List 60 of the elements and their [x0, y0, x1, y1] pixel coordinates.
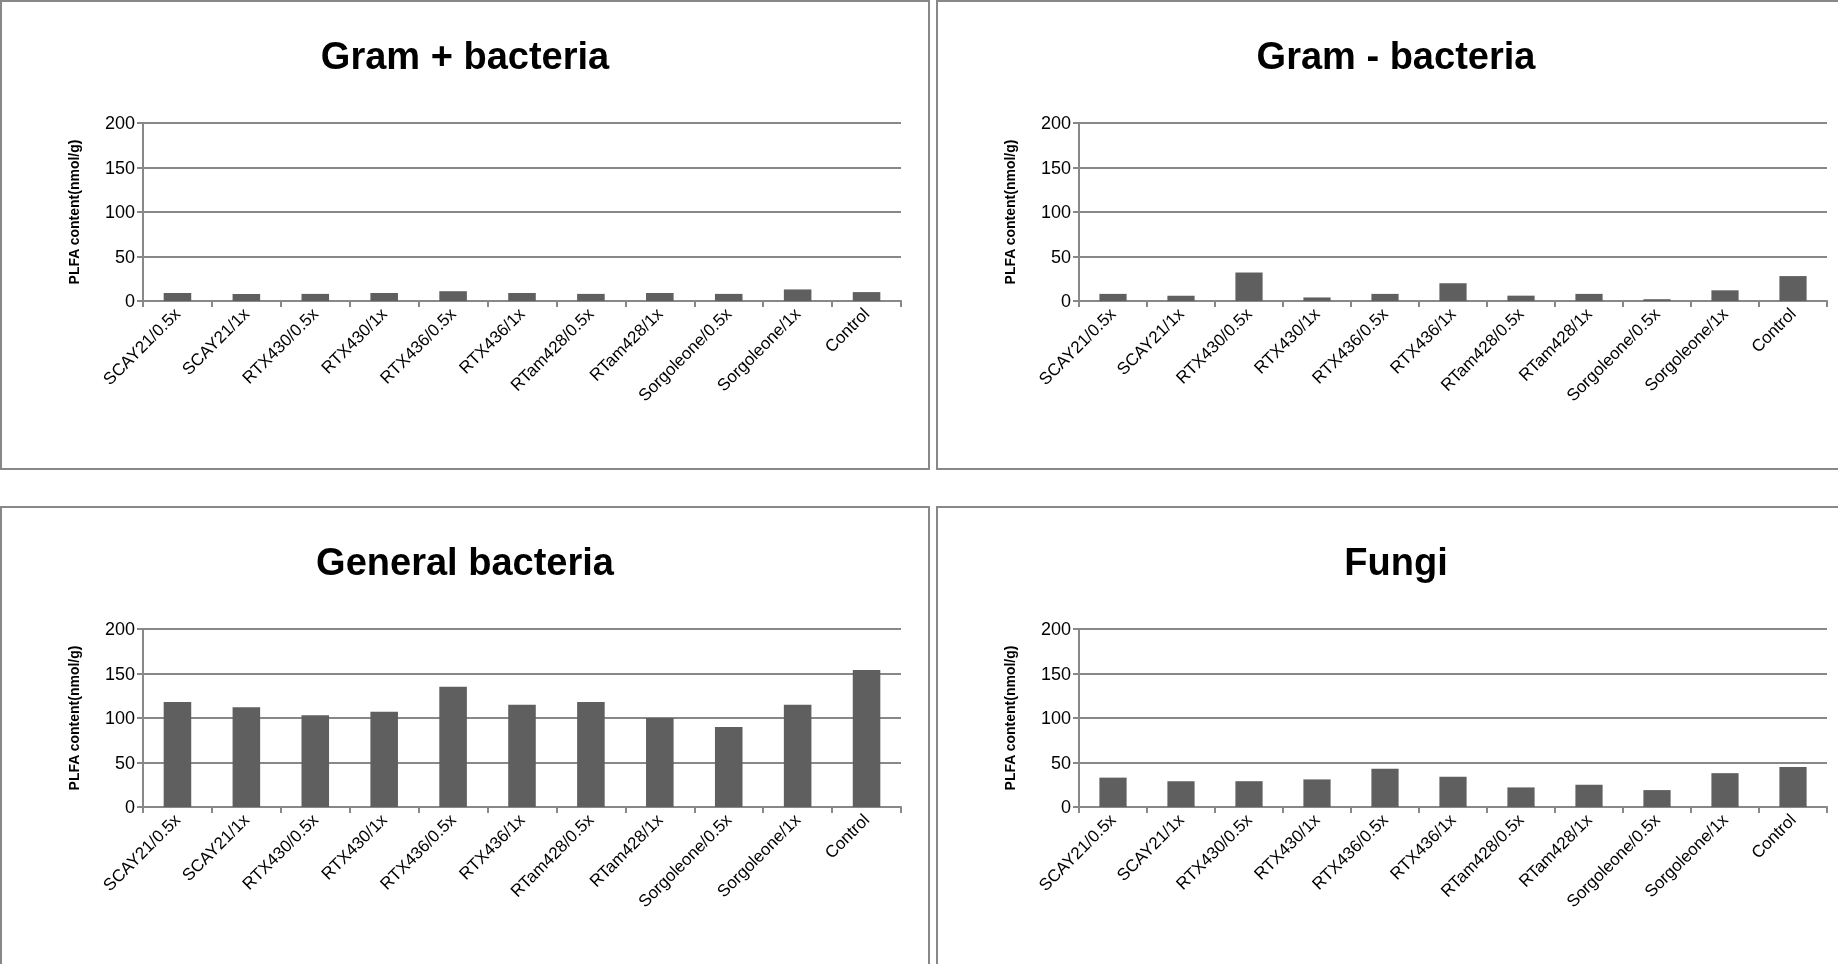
- y-tick-label: 100: [104, 202, 135, 222]
- bar: [1643, 790, 1671, 807]
- bar: [1167, 295, 1195, 301]
- y-tick-label: 50: [114, 246, 135, 267]
- bar: [439, 686, 467, 807]
- bar: [783, 704, 812, 807]
- bar: [1099, 293, 1127, 301]
- y-axis-title: PLFA content(nmol/g): [1002, 139, 1018, 285]
- y-tick-label: 0: [124, 291, 135, 311]
- y-axis-title: PLFA content(nmol/g): [66, 139, 82, 285]
- y-tick-label: 50: [114, 752, 135, 773]
- bar: [1371, 293, 1399, 301]
- bar: [370, 711, 398, 807]
- y-tick-label: 100: [1040, 202, 1071, 222]
- y-tick-label: 50: [1050, 752, 1071, 773]
- y-axis-title: PLFA content(nmol/g): [66, 645, 82, 791]
- bar: [1711, 290, 1739, 301]
- bar: [163, 701, 192, 807]
- bar: [1439, 776, 1467, 807]
- y-axis-title: PLFA content(nmol/g): [1002, 645, 1018, 791]
- y-tick-label: 200: [104, 619, 135, 639]
- y-tick-label: 50: [1050, 246, 1071, 267]
- bar: [1303, 297, 1331, 301]
- bar: [1711, 773, 1739, 807]
- y-tick-label: 100: [1040, 708, 1071, 728]
- y-tick-label: 150: [1040, 663, 1071, 684]
- bar: [1167, 781, 1195, 807]
- bar: [1507, 787, 1535, 807]
- bar: [1439, 283, 1467, 301]
- bar: [508, 704, 536, 807]
- y-tick-label: 150: [104, 157, 135, 178]
- bar: [1575, 293, 1603, 301]
- y-tick-label: 200: [1040, 619, 1071, 639]
- bar: [577, 701, 605, 807]
- y-tick-label: 200: [104, 113, 135, 133]
- bar: [1507, 295, 1535, 301]
- y-tick-label: 100: [104, 708, 135, 728]
- bar: [1779, 766, 1807, 807]
- bar: [646, 718, 674, 807]
- bar: [1235, 781, 1263, 807]
- y-tick-label: 200: [1040, 113, 1071, 133]
- chart-title: Fungi: [1344, 541, 1448, 583]
- bar: [232, 707, 261, 807]
- y-tick-label: 150: [104, 663, 135, 684]
- bar: [1235, 272, 1263, 301]
- bar: [1303, 779, 1331, 807]
- bar: [852, 669, 881, 807]
- y-tick-label: 150: [1040, 157, 1071, 178]
- chart-title: Gram - bacteria: [1256, 35, 1537, 77]
- chart-title: General bacteria: [316, 541, 615, 583]
- bar: [714, 726, 743, 807]
- y-tick-label: 0: [1060, 797, 1071, 817]
- bar: [1575, 784, 1603, 807]
- bar: [1371, 768, 1399, 807]
- y-tick-label: 0: [1060, 291, 1071, 311]
- chart-title: Gram + bacteria: [320, 35, 611, 77]
- bar: [301, 715, 330, 807]
- y-tick-label: 0: [124, 797, 135, 817]
- bar: [1779, 276, 1807, 301]
- bar: [1099, 777, 1127, 807]
